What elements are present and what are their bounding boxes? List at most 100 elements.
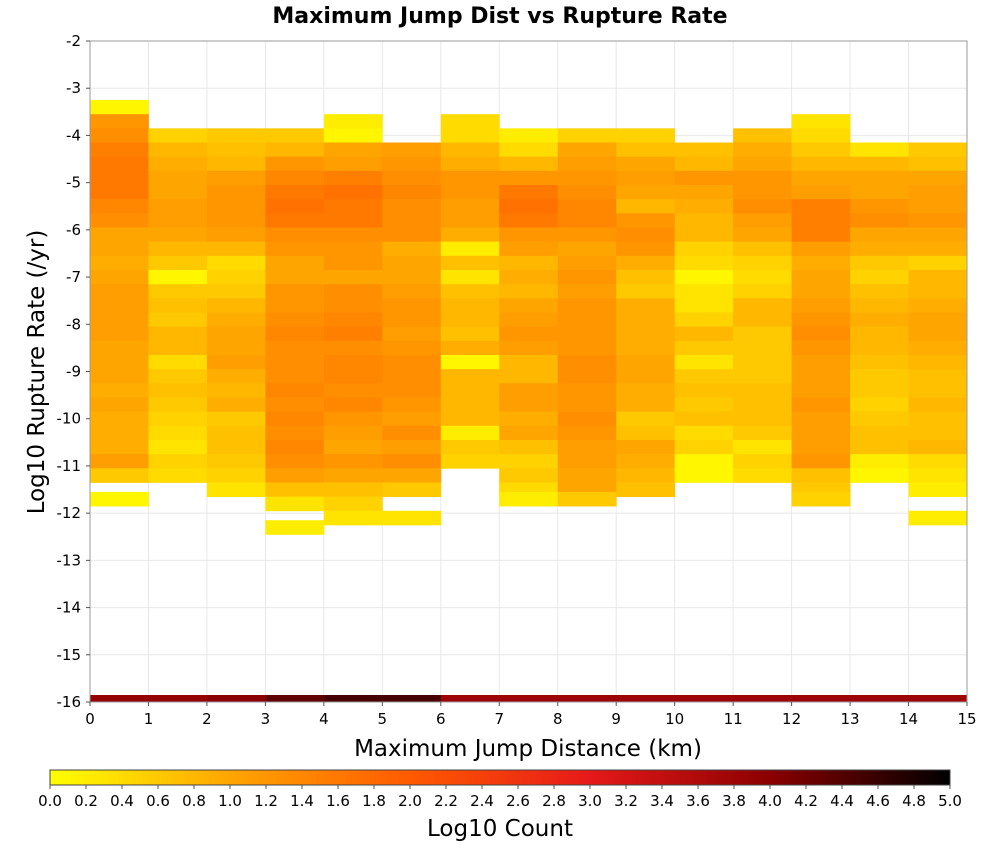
heatmap-cell	[733, 156, 792, 172]
x-tick-label: 13	[841, 710, 860, 728]
heatmap-cell	[499, 213, 559, 228]
y-tick-label: -8	[66, 315, 81, 333]
heatmap-cell	[616, 354, 676, 370]
heatmap-cell	[206, 241, 266, 257]
heatmap-cell	[440, 227, 500, 243]
band-cell	[206, 695, 266, 702]
heatmap-cell	[557, 241, 617, 257]
heatmap-cell	[616, 255, 676, 271]
heatmap-cell	[265, 520, 325, 535]
heatmap-cell	[265, 439, 325, 455]
heatmap-cell	[733, 170, 792, 186]
heatmap-cell	[499, 298, 559, 313]
heatmap-cell	[440, 241, 500, 257]
heatmap-cell	[90, 142, 149, 158]
heatmap-cell	[440, 298, 500, 313]
heatmap-cell	[440, 284, 500, 299]
x-tick-label: 1	[144, 710, 154, 728]
heatmap-cell	[148, 213, 208, 228]
heatmap-cell	[733, 213, 792, 228]
heatmap-cell	[382, 227, 442, 243]
heatmap-cell	[323, 255, 383, 271]
heatmap-cell	[674, 185, 734, 200]
heatmap-cell	[616, 397, 676, 413]
colorbar-ticks: 0.0 0.2 0.4 0.6 0.8 1.0 1.2 1.4 1.6 1.8 2.0 2.2 2.4 2…	[38, 785, 962, 810]
heatmap-cell	[206, 269, 266, 285]
heatmap-cell	[382, 411, 442, 427]
plot-area	[89, 40, 968, 703]
heatmap-cell	[908, 284, 968, 299]
colorbar-tick-label: 4.2	[794, 792, 818, 810]
heatmap-cell	[616, 312, 676, 328]
heatmap-cell	[908, 354, 968, 370]
heatmap-cell	[674, 284, 734, 299]
heatmap-cell	[323, 142, 383, 158]
x-tick-label: 15	[957, 710, 976, 728]
heatmap-cell	[733, 142, 792, 158]
heatmap-cell	[323, 128, 383, 143]
heatmap-cell	[382, 199, 442, 214]
heatmap-cell	[382, 156, 442, 172]
heatmap-cell	[733, 241, 792, 257]
colorbar-tick-label: 4.4	[830, 792, 854, 810]
heatmap-cell	[791, 156, 851, 172]
heatmap-cell	[382, 340, 442, 356]
heatmap-cell	[323, 482, 383, 498]
heatmap-cell	[908, 241, 968, 257]
heatmap-cell	[148, 199, 208, 214]
heatmap-cell	[616, 213, 676, 228]
heatmap-cell	[265, 411, 325, 427]
heatmap-cell	[90, 284, 149, 299]
heatmap-cell	[557, 397, 617, 413]
heatmap-cell	[206, 340, 266, 356]
heatmap-cell	[908, 425, 968, 441]
y-tick-label: -14	[57, 599, 82, 617]
x-tick-label: 12	[782, 710, 801, 728]
heatmap-cell	[674, 199, 734, 214]
heatmap-cell	[323, 468, 383, 483]
heatmap-cell	[148, 255, 208, 271]
heatmap-cell	[206, 284, 266, 299]
band-cell	[148, 695, 208, 702]
heatmap-cell	[557, 439, 617, 455]
heatmap-cell	[323, 510, 383, 526]
band-cell	[382, 695, 442, 702]
heatmap-cell	[850, 454, 909, 469]
heatmap-cell	[791, 255, 851, 271]
heatmap-cell	[206, 369, 266, 384]
heatmap-cell	[616, 482, 676, 498]
heatmap-cell	[557, 468, 617, 483]
colorbar-tick-label: 4.6	[866, 792, 890, 810]
x-tick-label: 2	[202, 710, 212, 728]
heatmap-cell	[557, 491, 617, 507]
heatmap-cell	[674, 468, 734, 483]
colorbar-tick-label: 3.8	[722, 792, 746, 810]
y-tick-label: -11	[57, 457, 82, 475]
heatmap-cell	[674, 369, 734, 384]
heatmap-cell	[850, 340, 909, 356]
heatmap-cell	[733, 326, 792, 342]
heatmap-cell	[850, 312, 909, 328]
heatmap-cell	[908, 269, 968, 285]
heatmap-cell	[733, 298, 792, 313]
band-cell	[908, 695, 968, 702]
heatmap-cell	[323, 354, 383, 370]
heatmap-cell	[90, 340, 149, 356]
y-tick-label: -6	[66, 221, 81, 239]
heatmap-cell	[557, 213, 617, 228]
heatmap-cell	[791, 369, 851, 384]
heatmap-cell	[791, 491, 851, 507]
heatmap-cell	[616, 326, 676, 342]
heatmap-cell	[791, 411, 851, 427]
heatmap-cell	[674, 411, 734, 427]
heatmap-cell	[440, 439, 500, 455]
x-tick-label: 14	[899, 710, 918, 728]
heatmap-cell	[148, 284, 208, 299]
heatmap-cell	[733, 354, 792, 370]
heatmap-cell	[850, 156, 909, 172]
colorbar-tick-label: 2.2	[434, 792, 458, 810]
heatmap-cell	[908, 411, 968, 427]
heatmap-cells	[90, 100, 968, 535]
heatmap-cell	[440, 170, 500, 186]
heatmap-cell	[148, 340, 208, 356]
